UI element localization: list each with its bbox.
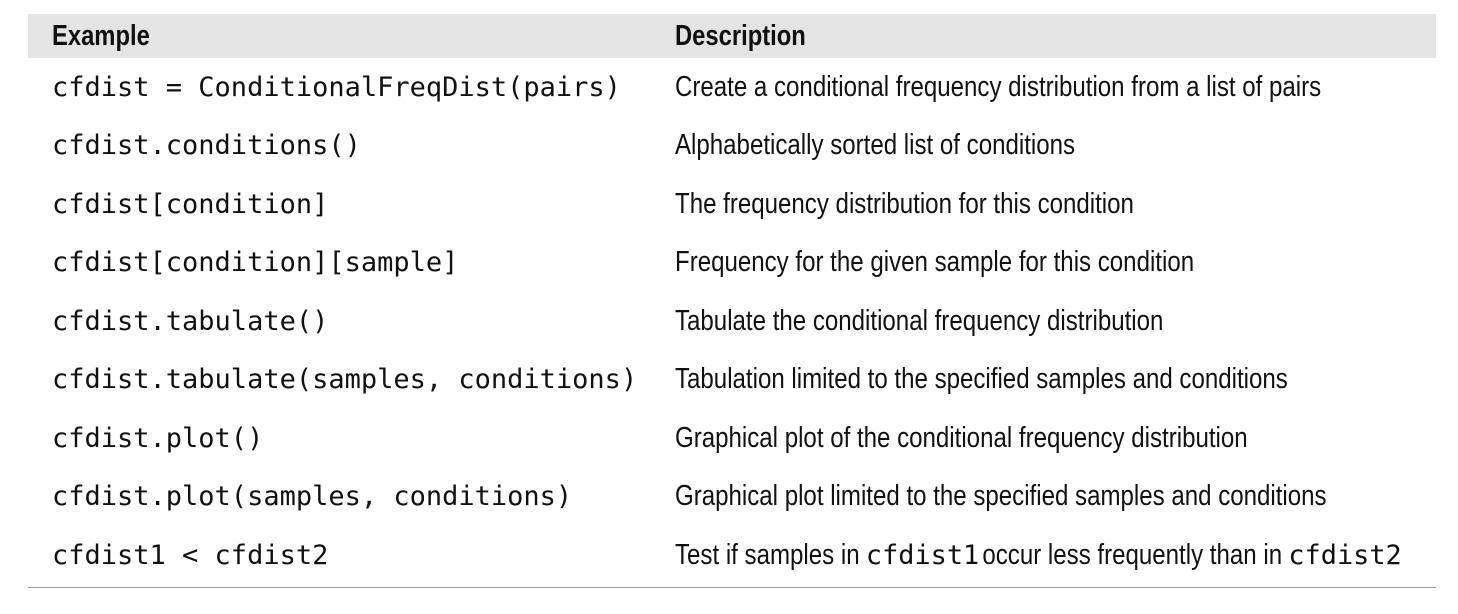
example-code: cfdist.tabulate()	[52, 305, 329, 337]
example-code: cfdist.conditions()	[52, 130, 361, 162]
description-cell: Graphical plot of the conditional freque…	[652, 422, 1436, 455]
description-text: Graphical plot of the conditional freque…	[675, 421, 1248, 454]
table-row: cfdist.tabulate(samples, conditions) Tab…	[28, 351, 1436, 410]
description-cell: Test if samples in cfdist1 occur less fr…	[652, 539, 1458, 572]
example-cell: cfdist = ConditionalFreqDist(pairs)	[28, 72, 652, 103]
table-row: cfdist = ConditionalFreqDist(pairs) Crea…	[28, 58, 1436, 117]
example-code: cfdist[condition][sample]	[52, 247, 459, 279]
description-text: Tabulation limited to the specified samp…	[675, 363, 1288, 396]
table-row: cfdist[condition] The frequency distribu…	[28, 175, 1436, 234]
description-cell: Graphical plot limited to the specified …	[652, 480, 1458, 513]
header-example-label: Example	[52, 19, 150, 52]
description-cell: Tabulation limited to the specified samp…	[652, 363, 1436, 396]
example-cell: cfdist.plot()	[28, 423, 652, 454]
table-bottom-rule	[28, 586, 1436, 588]
example-cell: cfdist.tabulate(samples, conditions)	[28, 364, 652, 395]
example-code: cfdist.plot()	[52, 422, 264, 454]
description-text-pre: Test if samples in	[675, 538, 867, 571]
example-cell: cfdist[condition]	[28, 189, 652, 220]
example-code: cfdist.plot(samples, conditions)	[52, 481, 573, 513]
table-row: cfdist.conditions() Alphabetically sorte…	[28, 117, 1436, 176]
example-code: cfdist = ConditionalFreqDist(pairs)	[52, 71, 621, 103]
description-cell: Tabulate the conditional frequency distr…	[652, 305, 1436, 338]
cfdist-methods-table: Example Description cfdist = Conditional…	[28, 14, 1436, 588]
table-row: cfdist[condition][sample] Frequency for …	[28, 234, 1436, 293]
example-code: cfdist1 < cfdist2	[52, 539, 329, 571]
description-text: Create a conditional frequency distribut…	[675, 70, 1322, 103]
header-cell-example: Example	[28, 20, 652, 53]
description-text: Test if samples in cfdist1 occur less fr…	[675, 538, 1402, 572]
header-cell-description: Description	[652, 20, 1436, 53]
table-row: cfdist1 < cfdist2 Test if samples in cfd…	[28, 526, 1436, 585]
example-code: cfdist[condition]	[52, 188, 329, 220]
description-cell: Alphabetically sorted list of conditions	[652, 129, 1436, 162]
table-row: cfdist.plot(samples, conditions) Graphic…	[28, 468, 1436, 527]
description-text-mid: occur less frequently than in	[975, 538, 1289, 571]
description-text: Frequency for the given sample for this …	[675, 246, 1195, 279]
table-header-row: Example Description	[28, 14, 1436, 58]
inline-code-cfdist2: cfdist2	[1288, 539, 1403, 571]
description-text: Tabulate the conditional frequency distr…	[675, 304, 1164, 337]
example-cell: cfdist.plot(samples, conditions)	[28, 481, 652, 512]
example-cell: cfdist[condition][sample]	[28, 247, 652, 278]
description-text: Alphabetically sorted list of conditions	[675, 129, 1076, 162]
table-row: cfdist.plot() Graphical plot of the cond…	[28, 409, 1436, 468]
description-cell: Frequency for the given sample for this …	[652, 246, 1436, 279]
inline-code-cfdist1: cfdist1	[866, 539, 980, 571]
example-cell: cfdist.tabulate()	[28, 306, 652, 337]
description-cell: Create a conditional frequency distribut…	[652, 71, 1454, 104]
example-cell: cfdist.conditions()	[28, 130, 652, 161]
description-cell: The frequency distribution for this cond…	[652, 188, 1436, 221]
example-cell: cfdist1 < cfdist2	[28, 540, 652, 571]
table-row: cfdist.tabulate() Tabulate the condition…	[28, 292, 1436, 351]
example-code: cfdist.tabulate(samples, conditions)	[52, 364, 638, 396]
description-text: Graphical plot limited to the specified …	[675, 480, 1327, 513]
header-description-label: Description	[675, 19, 806, 52]
description-text: The frequency distribution for this cond…	[675, 187, 1134, 220]
